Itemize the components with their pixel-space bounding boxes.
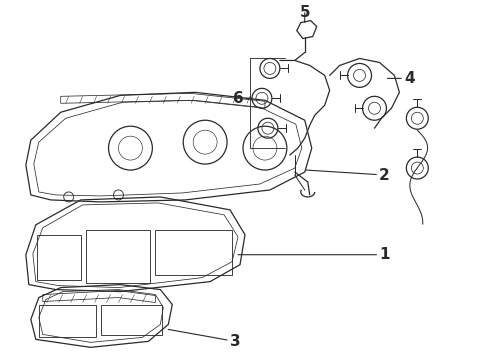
Text: 1: 1 [238,247,390,262]
Text: 6: 6 [233,91,252,106]
Text: 4: 4 [388,71,415,86]
Text: 5: 5 [299,5,310,23]
Text: 3: 3 [168,329,241,349]
Text: 2: 2 [306,167,390,183]
